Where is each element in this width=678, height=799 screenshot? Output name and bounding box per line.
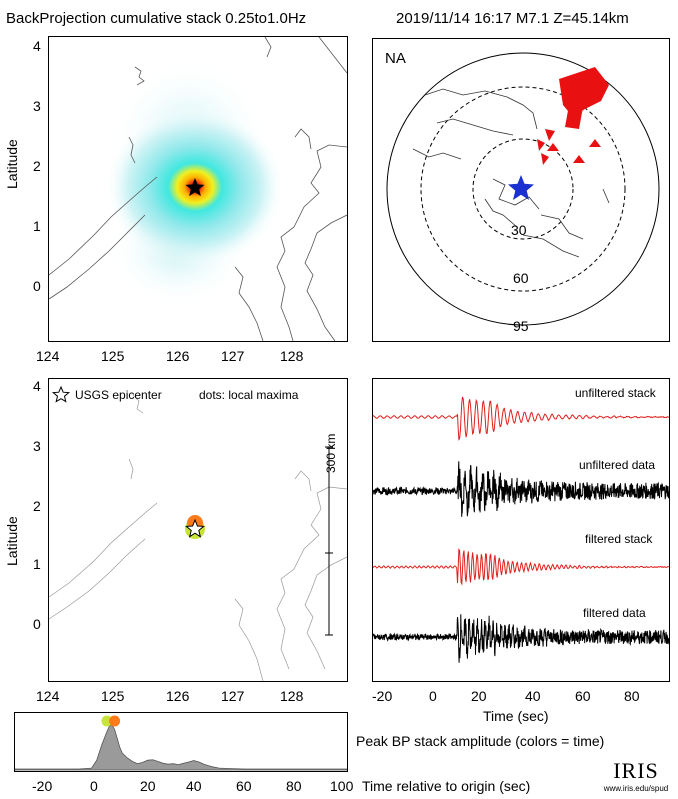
amplitude-markers [101,715,121,727]
lon-tick: 126 [166,688,190,704]
epicenter-star-icon [184,518,206,538]
lat-tick: 0 [33,616,41,632]
scale-bar [325,446,333,636]
station [545,129,555,141]
time-tick: 40 [525,688,541,704]
station [573,155,585,163]
trace-label-unfiltered-stack: unfiltered stack [575,386,657,400]
time-tick: -20 [372,688,393,704]
local-maxima-map-panel: 300 km USGS epicenter dots: local maxima [48,378,348,682]
latitude-label-bottom: Latitude [4,486,20,566]
amp-tick: 0 [90,778,98,794]
lat-tick: 2 [33,158,41,174]
lat-tick: 3 [33,438,41,454]
lon-tick: 128 [280,688,304,704]
amp-tick: 60 [236,778,252,794]
lon-tick: 124 [36,348,60,364]
lon-tick: 124 [36,688,60,704]
time-tick: 60 [575,688,591,704]
amp-tick: 20 [140,778,156,794]
station [547,143,559,151]
time-tick: 80 [624,688,640,704]
lat-tick: 3 [33,98,41,114]
unfiltered-stack-trace [372,396,670,441]
trace-label-unfiltered-data: unfiltered data [579,458,655,472]
amp-tick: 80 [286,778,302,794]
station-markers [537,67,609,165]
seismogram-panel: unfiltered stack unfiltered data filtere… [372,378,670,682]
ring-label-60: 60 [513,270,529,286]
station-globe: NA 30 60 95 [385,50,660,334]
amp-caption-bottom: Time relative to origin (sec) [362,778,531,794]
epicenter-star-icon [508,175,534,200]
amplitude-area [14,724,348,771]
lat-tick: 2 [33,498,41,514]
local-maxima-map: 300 km USGS epicenter dots: local maxima [48,385,348,682]
latitude-label-text: Latitude [4,139,20,189]
unfiltered-data-trace [372,461,670,517]
trace-label-filtered-data: filtered data [583,606,646,620]
legend-epicenter: USGS epicenter [75,388,162,402]
lon-tick: 128 [280,348,304,364]
lon-tick: 125 [101,688,125,704]
seismogram-plot: unfiltered stack unfiltered data filtere… [372,386,670,663]
event-info: 2019/11/14 16:17 M7.1 Z=45.14km [396,10,629,27]
amp-tick: 100 [330,778,354,794]
filtered-stack-trace [372,548,670,586]
legend-dots: dots: local maxima [199,388,299,402]
lon-tick: 125 [101,348,125,364]
lat-tick: 0 [33,278,41,294]
amp-tick: 40 [186,778,202,794]
time-tick: 20 [471,688,487,704]
lat-tick: 1 [33,218,41,234]
amp-tick: -20 [32,778,53,794]
lon-tick: 127 [221,348,245,364]
backprojection-map-panel [48,36,348,342]
filtered-data-trace [372,614,670,663]
station-cluster [559,67,609,117]
trace-label-filtered-stack: filtered stack [585,532,653,546]
station [541,153,549,165]
legend-star-icon [51,385,71,403]
latitude-label-text: Latitude [4,516,20,566]
ring-label-30: 30 [511,222,527,238]
lat-tick: 4 [33,378,41,394]
ring-label-95: 95 [513,318,529,334]
peak-marker [101,715,113,727]
iris-logo-text: IRIS [613,758,659,783]
lon-tick: 127 [221,688,245,704]
globe-coastlines [412,88,610,258]
backprojection-map [48,36,348,342]
globe-rings [386,52,660,326]
lat-tick: 1 [33,556,41,572]
station [589,139,601,147]
station [537,139,545,151]
amplitude-panel [14,712,348,772]
epicenter-star-icon [185,178,205,197]
station-cluster [565,105,583,129]
scale-label: 300 km [324,434,338,473]
latitude-label-top: Latitude [4,109,20,189]
amplitude-plot [14,715,348,771]
peak-marker [109,715,121,727]
trace-x-label: Time (sec) [483,708,549,724]
iris-logo: IRIS www.iris.edu/spud [600,760,672,796]
coastlines [48,36,348,342]
globe-label: NA [385,50,406,67]
coastlines [48,394,348,682]
lat-tick: 4 [33,38,41,54]
time-tick: 0 [429,688,437,704]
amp-caption-top: Peak BP stack amplitude (colors = time) [356,733,605,749]
figure-title: BackProjection cumulative stack 0.25to1.… [6,10,307,27]
iris-logo-url: www.iris.edu/spud [603,784,669,793]
lon-tick: 126 [166,348,190,364]
station-globe-panel: NA 30 60 95 [372,38,670,342]
